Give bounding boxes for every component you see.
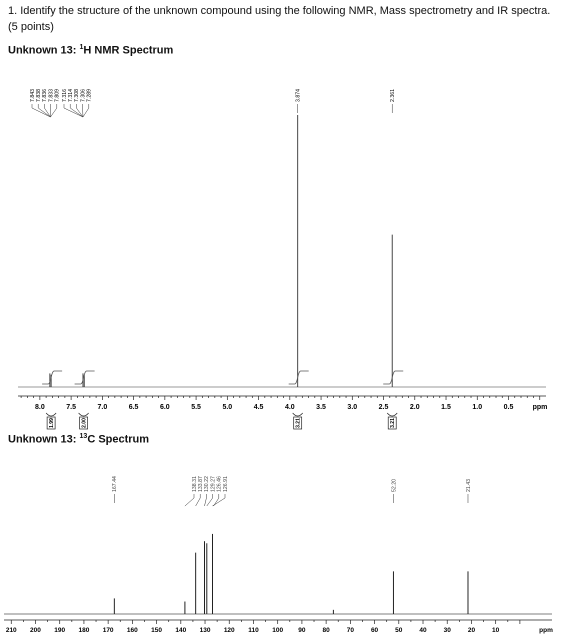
x-tick-label: 5.0 [222, 404, 232, 411]
x-tick-label: 150 [151, 627, 162, 634]
peak-label: 126.46 [217, 476, 223, 492]
integration-box [46, 416, 56, 430]
peak-label: 130.22 [204, 476, 210, 492]
x-tick-label: 180 [78, 627, 89, 634]
peak-label-leader [204, 494, 207, 507]
peak-label-leader [44, 104, 51, 118]
peak-label: 138.31 [192, 476, 198, 492]
x-tick-label: 130 [200, 627, 211, 634]
x-tick-label: 3.5 [316, 404, 326, 411]
x-tick-label: 200 [30, 627, 41, 634]
integration-bracket [45, 412, 57, 417]
peak-label: 7.838 [36, 89, 42, 102]
peak-label: 7.809 [55, 89, 61, 102]
x-tick-label: 1.5 [441, 404, 451, 411]
x-tick-label: 50 [395, 627, 403, 634]
x-tick-label: 140 [175, 627, 186, 634]
peak-label: 167.44 [112, 476, 118, 492]
peak-label: 7.316 [62, 89, 68, 102]
integration-bracket [292, 412, 303, 417]
peak-label-leader [31, 104, 51, 118]
peak-label: 7.836 [42, 89, 48, 102]
peak-label: 129.27 [210, 476, 216, 492]
peak-label-leader [76, 104, 84, 118]
integration-curve [383, 370, 404, 385]
x-tick-label: 170 [103, 627, 114, 634]
peak-label-leader [184, 494, 195, 507]
integration-bracket [386, 412, 398, 417]
peak-label-leader [195, 494, 201, 507]
c-nmr-heading: Unknown 13: 13C Spectrum [8, 433, 150, 446]
peak-label-leader [213, 494, 220, 507]
x-tick-label: 190 [54, 627, 65, 634]
x-tick-label: 70 [347, 627, 355, 634]
peak-label: 7.308 [74, 89, 80, 102]
peak-label: 21.43 [466, 479, 472, 492]
integration-value: 3.21 [390, 418, 396, 428]
x-tick-label: 110 [248, 627, 259, 634]
x-tick-label: 80 [323, 627, 331, 634]
question-text: 1. Identify the structure of the unknown… [8, 5, 551, 33]
x-tick-label: 10 [492, 627, 500, 634]
integration-curve [288, 370, 309, 385]
x-tick-label: 6.5 [129, 404, 139, 411]
x-tick-label: 210 [6, 627, 17, 634]
peak-label: 7.289 [87, 89, 93, 102]
peak-label: 7.843 [30, 89, 36, 102]
x-tick-label: 3.0 [347, 404, 357, 411]
peak-label: 7.314 [68, 89, 74, 102]
x-tick-label: 7.0 [97, 404, 107, 411]
peak-label-leader [50, 104, 58, 118]
x-tick-label: 4.0 [285, 404, 295, 411]
integration-curve [74, 370, 95, 385]
x-axis-label: ppm [539, 627, 553, 634]
integration-value: 3.21 [295, 418, 301, 428]
integration-box [293, 416, 303, 430]
x-tick-label: 0.5 [504, 404, 514, 411]
peak-label-leader [82, 104, 90, 118]
integration-value: 2.00 [81, 418, 87, 428]
integration-curve [42, 370, 63, 385]
peak-label: 133.87 [198, 476, 204, 492]
peak-label: 3.874 [295, 89, 301, 102]
peak-label: 7.306 [80, 89, 86, 102]
x-tick-label: 4.5 [254, 404, 264, 411]
x-tick-label: 160 [127, 627, 138, 634]
integration-box [79, 416, 88, 430]
peak-label: 2.361 [390, 89, 396, 102]
x-tick-label: 5.5 [191, 404, 201, 411]
peak-label: 52.20 [391, 479, 397, 492]
x-tick-label: 6.0 [160, 404, 170, 411]
x-tick-label: 8.0 [35, 404, 45, 411]
x-tick-label: 2.0 [410, 404, 420, 411]
peak-label-leader [37, 104, 51, 118]
x-tick-label: 30 [444, 627, 452, 634]
x-axis-label: ppm [533, 404, 548, 411]
peak-label-leader [206, 494, 213, 507]
x-tick-label: 40 [419, 627, 427, 634]
h-nmr-spectrum-chart: 8.0 7.5 7.0 6.5 6.0 5.5 5.0 4.5 4.0 3.5 3.0 2.5 2.0 1… [18, 89, 548, 430]
integration-box [387, 416, 397, 430]
h-nmr-heading: Unknown 13: 1H NMR Spectrum [8, 44, 174, 57]
peak-label-leader [69, 104, 84, 118]
x-tick-label: 60 [371, 627, 379, 634]
x-tick-label: 120 [224, 627, 235, 634]
peak-label-leader [63, 104, 84, 118]
integration-bracket [78, 412, 89, 417]
peak-label: 126.91 [223, 476, 229, 492]
x-tick-label: 20 [468, 627, 476, 634]
x-tick-label: 100 [272, 627, 283, 634]
x-tick-label: 2.5 [379, 404, 389, 411]
x-tick-label: 1.0 [472, 404, 482, 411]
integration-value: 1.99 [49, 418, 55, 428]
x-tick-label: 7.5 [66, 404, 76, 411]
peak-label-leader [212, 494, 226, 507]
x-tick-label: 90 [298, 627, 306, 634]
peak-label: 7.833 [48, 89, 54, 102]
